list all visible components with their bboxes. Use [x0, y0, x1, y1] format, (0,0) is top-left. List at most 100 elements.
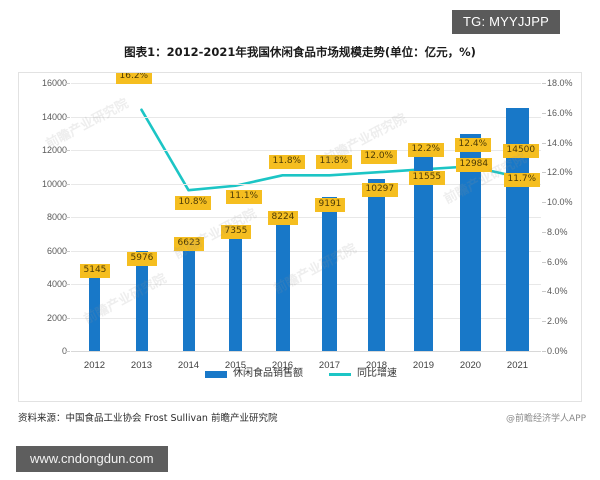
y-axis-left-tickmark [66, 217, 70, 218]
growth-rate-label-2021: 11.7% [503, 172, 541, 187]
y-axis-left-tickmark [66, 351, 70, 352]
gridline [71, 183, 541, 185]
y-axis-right-tick-label: 8.0% [547, 226, 568, 237]
x-axis-tick-label-2018: 2018 [365, 360, 388, 371]
y-axis-left-tickmark [66, 83, 70, 84]
y-axis-right-tickmark [542, 202, 546, 204]
page-title: 图表1：2012-2021年我国休闲食品市场规模走势(单位：亿元，%) [124, 45, 476, 59]
y-axis-right-tick-label: 0.0% [547, 346, 568, 356]
legend-swatch-line-icon [329, 372, 351, 376]
bar-value-label-2012: 5145 [79, 263, 111, 278]
x-axis-tick-label-2021: 2021 [506, 360, 529, 371]
growth-rate-label-2019: 12.2% [407, 143, 445, 158]
bar-2016[interactable] [275, 213, 290, 351]
y-axis-right-tick-label: 2.0% [547, 316, 568, 327]
y-axis-right-tickmark [542, 142, 546, 144]
bar-value-label-2013: 5976 [126, 251, 158, 266]
growth-rate-label-2014: 10.8% [174, 196, 212, 211]
legend-label-bar: 休闲食品销售额 [233, 368, 303, 379]
gridline [71, 250, 541, 252]
y-axis-right-tick-label: 10.0% [547, 197, 573, 208]
y-axis-right-tick-label: 16.0% [547, 107, 573, 118]
bar-2018[interactable] [368, 178, 385, 351]
bar-value-label-2017: 9191 [314, 197, 346, 212]
legend-item-bar[interactable]: 休闲食品销售额 [205, 369, 303, 379]
bar-2014[interactable] [182, 240, 195, 351]
tg-badge: TG: MYYJJPP [452, 10, 560, 34]
gridline [71, 83, 541, 84]
y-axis-right-tickmark [542, 321, 546, 323]
bar-2019[interactable] [414, 157, 433, 351]
legend-label-line: 同比增速 [357, 368, 397, 379]
gridline [71, 351, 541, 352]
bar-value-label-2019: 11555 [408, 171, 446, 186]
legend-item-line[interactable]: 同比增速 [329, 369, 397, 379]
x-axis-tick-label-2013: 2013 [130, 360, 153, 371]
growth-rate-line [140, 108, 519, 192]
y-axis-left-tick-label: 16000 [41, 78, 67, 88]
y-axis-left-tick-label: 0 [61, 346, 67, 356]
y-axis-left-tick-label: 10000 [41, 178, 67, 189]
bar-2021[interactable] [506, 108, 529, 351]
growth-rate-label-2020: 12.4% [454, 138, 492, 153]
bar-2013[interactable] [135, 250, 148, 351]
bar-2017[interactable] [322, 197, 337, 351]
url-badge: www.cndongdun.com [16, 446, 168, 472]
y-axis-left-tick-label: 12000 [41, 145, 67, 155]
bar-2020[interactable] [460, 133, 481, 351]
y-axis-left-tickmark [66, 317, 70, 319]
y-axis-right-tickmark [542, 172, 546, 174]
growth-rate-label-2013: 16.2% [115, 73, 153, 84]
bar-value-label-2014: 6623 [173, 236, 205, 251]
gridline [71, 116, 541, 118]
y-axis-left-tickmark [66, 284, 70, 285]
y-axis-right-tickmark [542, 351, 546, 352]
y-axis-left-tickmark [66, 150, 70, 151]
growth-rate-polyline [140, 108, 519, 192]
y-axis-right-tick-label: 6.0% [547, 256, 568, 267]
y-axis-right-tickmark [542, 112, 546, 114]
bar-value-label-2015: 7355 [220, 224, 252, 239]
bar-value-label-2021: 14500 [502, 144, 540, 159]
y-axis-left-tick-label: 14000 [41, 111, 67, 122]
x-axis-tick-label-2017: 2017 [318, 360, 341, 371]
y-axis-right-tickmark [542, 83, 546, 84]
source-note: 资料来源：中国食品工业协会 Frost Sullivan 前瞻产业研究院 [18, 413, 278, 424]
gridline [71, 217, 541, 218]
x-axis-tick-label-2016: 2016 [271, 360, 294, 371]
y-axis-right-tickmark [542, 261, 546, 263]
growth-rate-label-2015: 11.1% [225, 189, 263, 204]
growth-rate-label-2018: 12.0% [360, 150, 398, 165]
y-axis-right-tickmark [542, 231, 546, 233]
x-axis-tick-label-2020: 2020 [459, 360, 482, 371]
growth-rate-label-2016: 11.8% [268, 155, 306, 170]
x-axis-tick-label-2019: 2019 [412, 360, 435, 371]
bar-value-label-2020: 12984 [455, 157, 493, 172]
bar-value-label-2018: 10297 [361, 183, 399, 198]
gridline [71, 150, 541, 151]
credit-note: @前瞻经济学人APP [505, 414, 586, 424]
y-axis-left-tickmark [66, 250, 70, 252]
y-axis-left-tick-label: 8000 [46, 212, 67, 222]
y-axis-right-tickmark [542, 291, 546, 293]
y-axis-left-tick-label: 4000 [46, 279, 67, 289]
x-axis-tick-label-2015: 2015 [224, 360, 247, 371]
gridline [71, 284, 541, 285]
bar-value-label-2016: 8224 [267, 211, 299, 226]
y-axis-right-tick-label: 14.0% [547, 137, 573, 148]
bar-2015[interactable] [229, 227, 242, 351]
plot-area: 5145 5976 6623 7355 8224 9191 10297 11555 12984 1… [71, 73, 541, 352]
y-axis-left-tick-label: 2000 [46, 312, 67, 323]
y-axis-left-tick-label: 6000 [46, 245, 67, 256]
bar-2012[interactable] [89, 264, 100, 351]
chart-legend: 休闲食品销售额 同比增速 [19, 369, 581, 379]
chart-panel: 5145 5976 6623 7355 8224 9191 10297 11555 12984 1… [18, 72, 582, 402]
y-axis-left-tickmark [66, 116, 70, 118]
growth-rate-label-2017: 11.8% [315, 155, 353, 170]
y-axis-right-tick-label: 4.0% [547, 286, 568, 297]
y-axis-left-tickmark [66, 183, 70, 185]
x-axis-tick-label-2012: 2012 [83, 360, 106, 371]
y-axis-right-tick-label: 18.0% [547, 78, 573, 88]
y-axis-right-tick-label: 12.0% [547, 167, 573, 178]
